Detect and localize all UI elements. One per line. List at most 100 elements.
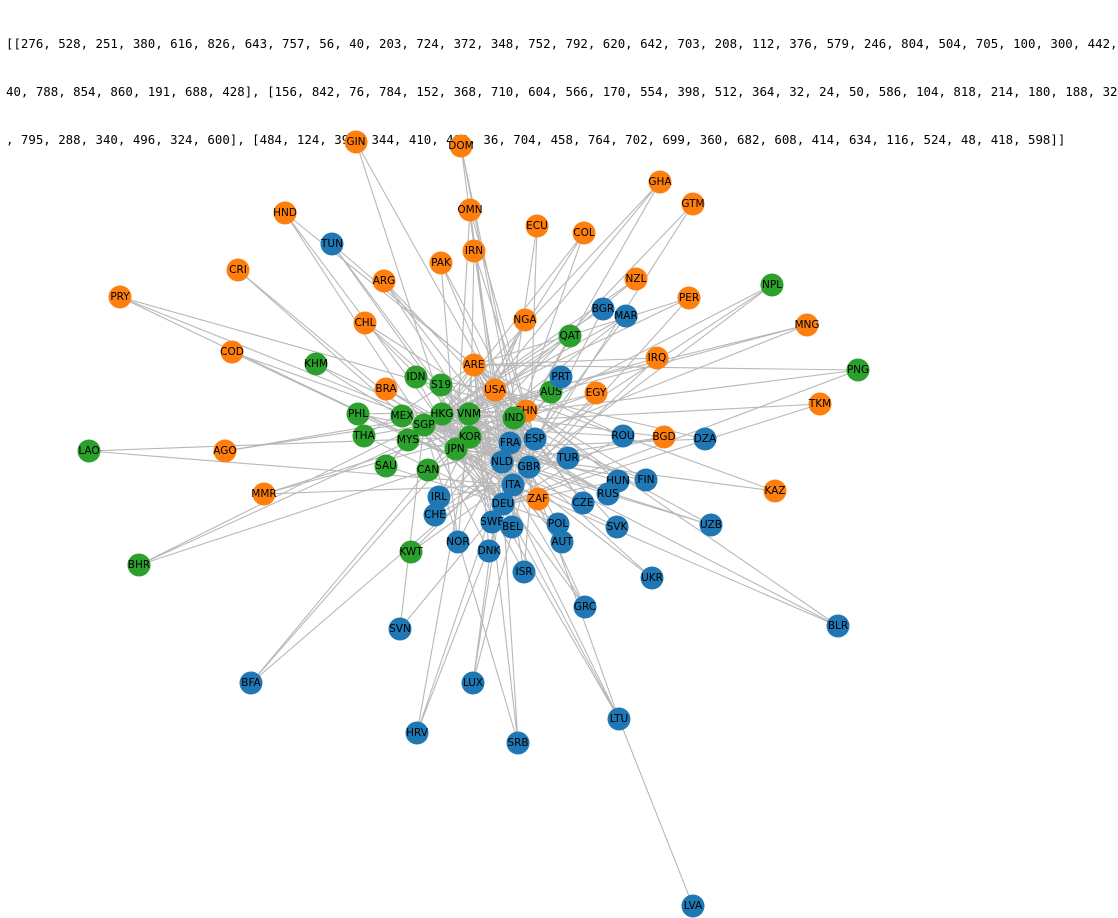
node: LAO <box>77 439 101 463</box>
node: BGR <box>591 297 615 321</box>
node-label: ARG <box>373 275 396 287</box>
edge <box>423 369 859 426</box>
node: MAR <box>614 304 638 328</box>
node-circle <box>846 358 870 382</box>
node-label: GIN <box>346 136 365 148</box>
node-circle <box>808 392 832 416</box>
edge <box>502 480 619 505</box>
node-circle <box>556 446 580 470</box>
node-circle <box>645 346 669 370</box>
node-label: LTU <box>610 713 629 725</box>
node-circle <box>699 513 723 537</box>
node-circle <box>491 492 515 516</box>
node: NLD <box>490 450 514 474</box>
node: COD <box>220 340 244 364</box>
node: ARG <box>372 269 396 293</box>
node: DNK <box>477 539 502 563</box>
node-label: QAT <box>559 330 581 342</box>
edge <box>528 466 653 579</box>
node-circle <box>648 170 672 194</box>
node-label: GBR <box>518 461 541 473</box>
node-circle <box>374 377 398 401</box>
edge <box>455 448 525 573</box>
node-label: SAU <box>375 460 397 472</box>
node-circle <box>477 539 501 563</box>
node-label: BHR <box>128 559 150 571</box>
node: POL <box>546 512 570 536</box>
node: SWE <box>480 510 504 534</box>
node-label: LVA <box>684 900 703 912</box>
node-circle <box>525 214 549 238</box>
node-label: ESP <box>525 433 545 445</box>
node-label: NPL <box>762 279 782 291</box>
edge <box>423 424 504 505</box>
node-label: IRN <box>465 245 483 257</box>
node: IRQ <box>645 346 669 370</box>
edge <box>455 448 504 505</box>
node: CAN <box>416 458 440 482</box>
node-label: FRA <box>500 437 521 449</box>
node: SVN <box>388 617 412 641</box>
node: NPL <box>760 273 784 297</box>
node-circle <box>461 671 485 695</box>
node-circle <box>449 134 473 158</box>
node-label: MAR <box>614 310 638 322</box>
node: CRI <box>226 258 250 282</box>
edge <box>441 335 571 415</box>
node: GHA <box>648 170 672 194</box>
node: PER <box>677 286 701 310</box>
edge <box>618 718 694 907</box>
node-circle <box>226 258 250 282</box>
node-circle <box>693 427 717 451</box>
node: UZB <box>699 513 723 537</box>
node-circle <box>412 413 436 437</box>
node-circle <box>239 671 263 695</box>
node: FIN <box>634 468 658 492</box>
node-label: AUS <box>540 386 562 398</box>
node-circle <box>550 530 574 554</box>
node: COL <box>572 221 596 245</box>
node: BGD <box>652 425 676 449</box>
node-label: PRT <box>551 371 571 383</box>
node: CZE <box>571 491 595 515</box>
node-label: TUN <box>320 238 343 250</box>
edge <box>441 413 536 440</box>
node-label: IRL <box>431 491 447 503</box>
node-label: SWE <box>480 516 504 528</box>
node: DOM <box>448 134 474 158</box>
node-circle <box>127 553 151 577</box>
node-label: BGR <box>592 303 614 315</box>
node-label: LUX <box>463 677 483 689</box>
node-label: KWT <box>399 546 423 558</box>
node-label: NGA <box>513 314 537 326</box>
node-label: SVK <box>607 521 629 533</box>
node: VNM <box>457 402 481 426</box>
printed-output: [[276, 528, 251, 380, 616, 826, 643, 757… <box>6 4 1118 180</box>
edge <box>423 424 490 552</box>
node-label: COL <box>573 227 595 239</box>
node: GBR <box>517 455 541 479</box>
node: ZAF <box>526 487 550 511</box>
node: FRA <box>498 431 522 455</box>
node-label: PAK <box>431 257 452 269</box>
node-circle <box>763 479 787 503</box>
node-circle <box>429 373 453 397</box>
node: ECU <box>525 214 549 238</box>
node-circle <box>374 454 398 478</box>
node-circle <box>607 707 631 731</box>
node-label: USA <box>484 384 507 396</box>
node-circle <box>273 201 297 225</box>
edge <box>472 466 530 684</box>
node-label: DNK <box>478 545 502 557</box>
node: S19 <box>429 373 453 397</box>
node-label: CRI <box>229 264 247 276</box>
node: USA <box>483 378 507 402</box>
edge <box>525 410 839 627</box>
node: MNG <box>794 313 820 337</box>
node-label: JPN <box>446 443 464 455</box>
node-circle <box>462 239 486 263</box>
node-label: KAZ <box>764 485 785 497</box>
node-label: THA <box>352 430 375 442</box>
